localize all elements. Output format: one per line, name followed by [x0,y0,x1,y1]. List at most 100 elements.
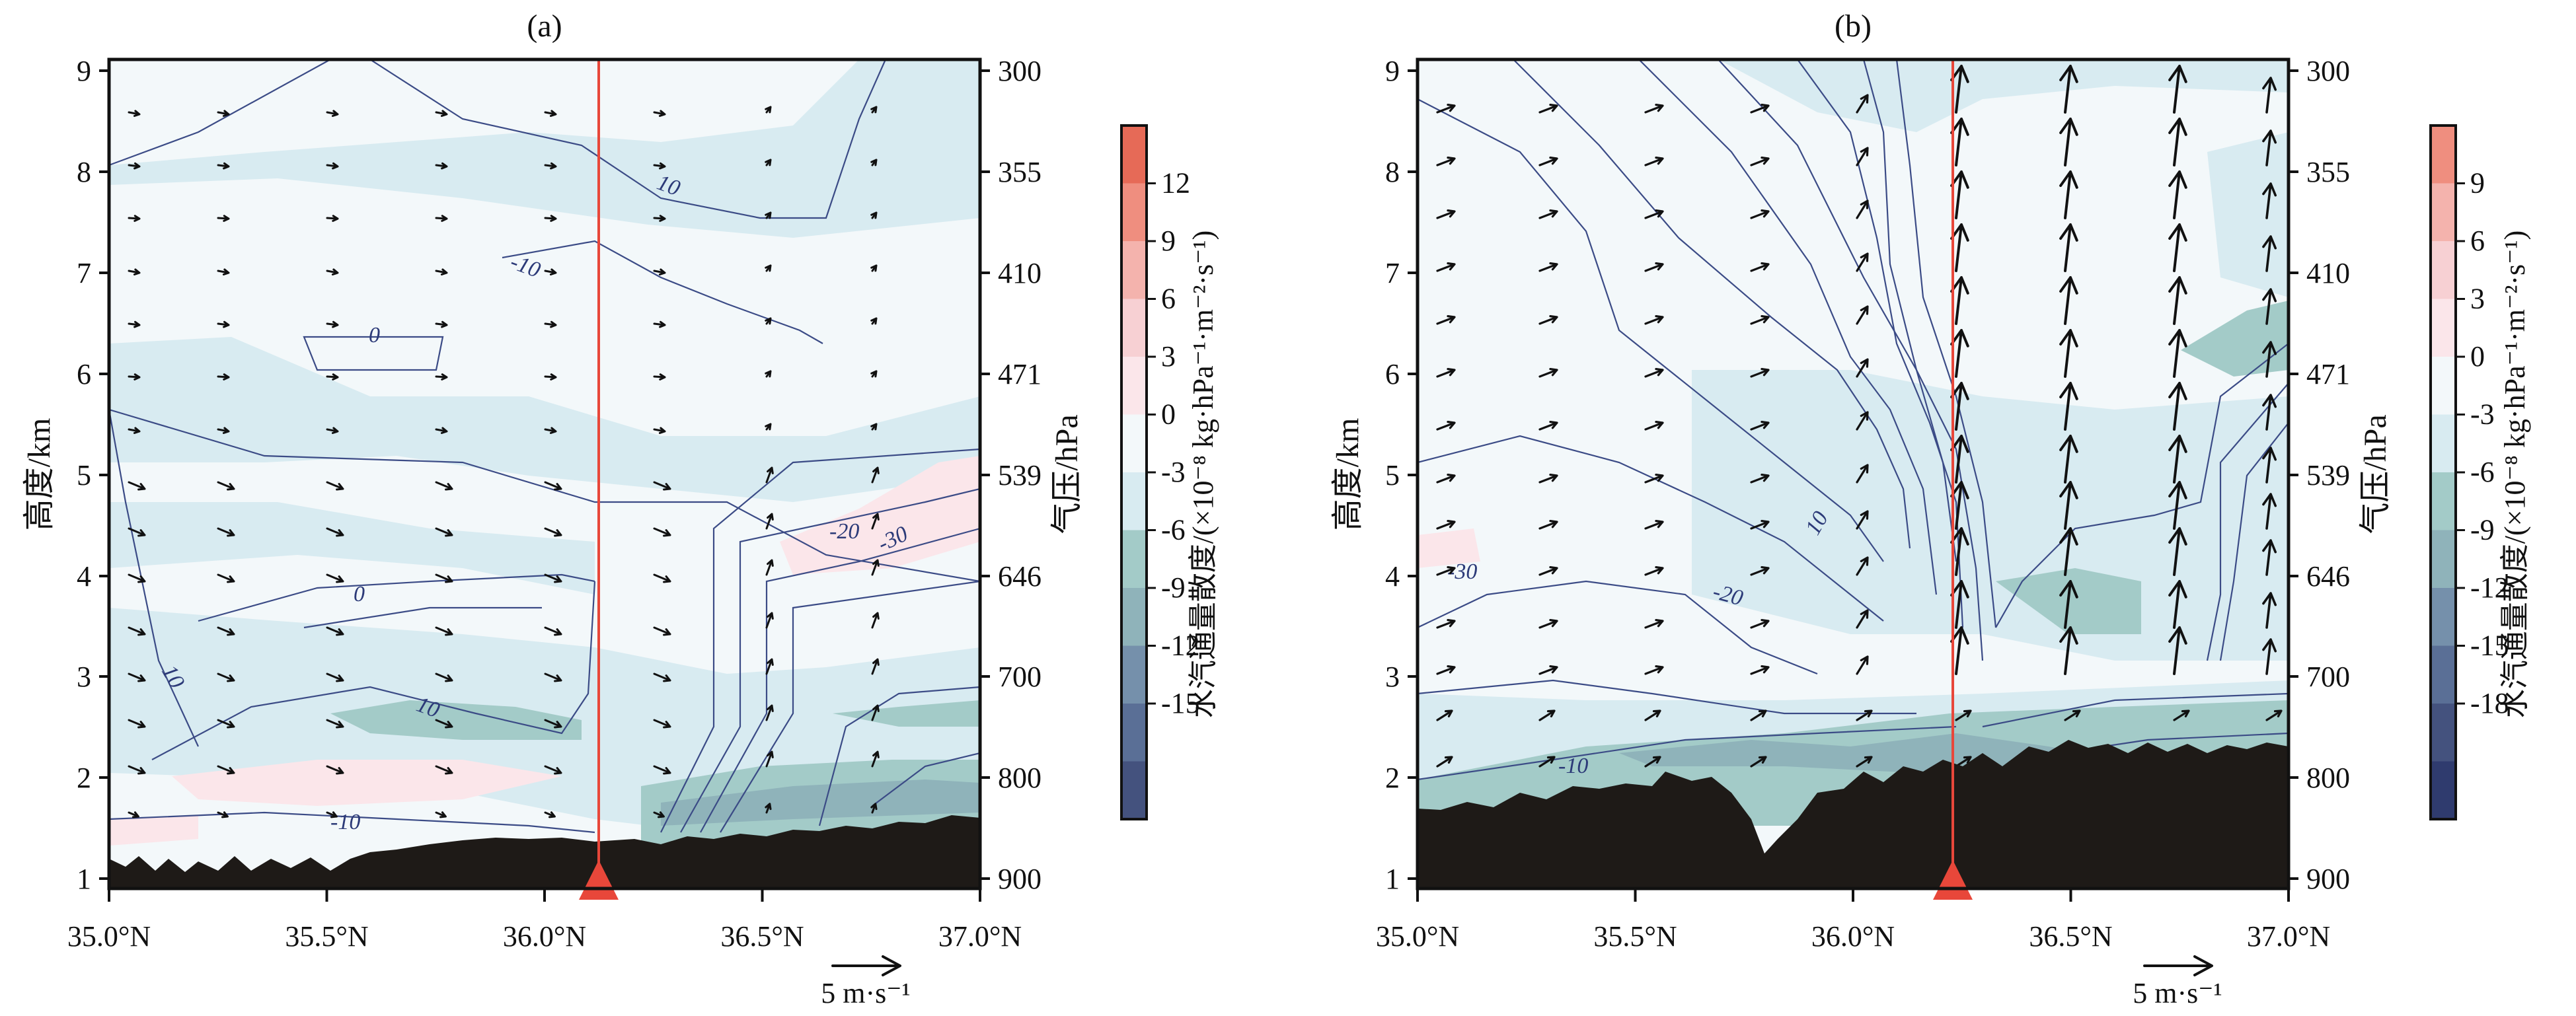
panel-a: (a) [22,9,1219,1009]
colorbar-segment [2431,357,2456,415]
wind-arrow [1436,421,1456,431]
wind-arrow [217,527,235,537]
x-tick-label: 35.0°N [67,920,151,953]
wind-scale-label: 5 m·s⁻¹ [821,977,910,1009]
colorbar-segment [2431,704,2456,762]
y2-tick-label: 355 [2306,156,2350,188]
wind-arrow [1950,276,1969,325]
wind-arrow [544,373,557,381]
x-tick-label: 37.0°N [2247,920,2330,953]
wind-arrow [1750,520,1770,530]
wind-arrow [653,162,666,170]
contour-line [1418,725,1957,781]
wind-scale-arrowhead [2193,955,2213,976]
colorbar-segment [1121,761,1147,819]
panel-b-y-axis: 1 2 3 4 5 6 7 8 9 高度/km [1330,55,1418,895]
colorbar-tick-label: 6 [2470,225,2485,257]
wind-arrow [765,658,774,675]
wind-arrow [871,612,880,629]
panel-a-y2label: 气压/hPa [1049,414,1084,534]
contour-line [303,336,444,371]
contour-line [109,408,980,583]
wind-arrow [1750,209,1770,219]
wind-arrow [1950,223,1969,272]
wind-arrow [1856,305,1869,325]
wind-arrow [1644,104,1664,114]
wind-arrow [1538,157,1558,166]
wind-arrow [2059,626,2078,675]
wind-arrow [217,672,235,682]
wind-arrow [435,427,448,434]
colorbar-tick-label: -15 [2470,630,2509,662]
wind-arrow [1750,566,1770,576]
panel-a-wind-vectors [128,106,880,818]
wind-arrow [653,573,671,583]
wind-arrow [544,481,562,491]
wind-arrow [2173,709,2190,721]
wind-arrow [653,481,671,491]
wind-arrow [1644,709,1661,721]
wind-arrow [2059,118,2078,166]
contour-line [1418,580,1818,675]
wind-arrow [2168,170,2187,219]
colorbar-tick-label: -18 [2470,687,2509,719]
colorbar-tick-label: 0 [1161,398,1176,431]
wind-arrow [870,317,878,325]
wind-arrow [1856,756,1873,768]
panel-a-y2-axis: 900 800 700 646 539 471 410 355 300 气压/h… [980,55,1084,895]
wind-arrow [544,626,562,636]
wind-arrow [2059,223,2078,272]
wind-arrow [435,162,448,170]
wind-arrow [128,162,141,170]
wind-arrow [1950,118,1969,166]
panel-b-terrain [1418,740,2289,889]
wind-arrow [1750,619,1770,629]
colorbar-segment [1121,357,1147,415]
y2-tick-label: 646 [2306,560,2350,593]
wind-arrow [2168,329,2187,378]
wind-arrow [1538,315,1558,325]
colorbar-tick-label: -12 [2470,571,2509,604]
wind-arrow [2059,276,2078,325]
wind-arrow [765,370,772,378]
panel-b-ylabel: 高度/km [1330,418,1365,531]
wind-arrow [870,106,878,114]
colorbar-segment [1121,530,1147,588]
wind-arrow [1538,619,1558,629]
wind-arrow [2262,493,2277,530]
wind-arrow [765,704,774,721]
colorbar-tick-label: 6 [1161,283,1176,315]
panel-b-band-light [1418,59,2289,132]
wind-arrow [128,320,141,328]
contour-line [872,752,980,807]
wind-arrow [1856,200,1869,219]
wind-arrow [435,527,453,537]
wind-arrow [765,211,772,219]
wind-arrow [128,427,141,434]
colorbar-segment [2431,126,2456,184]
wind-arrow [1950,481,1969,530]
wind-arrow [326,110,339,117]
wind-arrow [217,573,235,583]
panel-a-colorbar-label: 水汽通量散度/(×10⁻⁸ kg·hPa⁻¹·m⁻²·s⁻¹) [1187,231,1219,718]
y-tick-label: 6 [1385,358,1400,390]
colorbar-segment [1121,472,1147,530]
wind-arrow [2059,435,2078,484]
wind-arrow [544,765,562,775]
wind-arrow [128,527,146,537]
panel-a-contours [109,59,980,834]
wind-arrow [1538,709,1556,721]
wind-arrow [1950,170,1969,219]
wind-arrow [2168,580,2187,629]
wind-arrow [1955,709,1972,721]
wind-arrow [1750,157,1770,166]
y-tick-label: 3 [77,661,91,693]
panel-a-colorbar: 12 9 6 3 0 -3 -6 -9 -12 -15 [1120,124,1200,820]
panel-b-x-axis: 35.0°N 35.5°N 36.0°N 36.5°N 37.0°N [1376,889,2330,953]
wind-arrow [1856,147,1869,166]
colorbar-tick-label: 3 [1161,340,1176,373]
panel-b-colorbar: 9 6 3 0 -3 -6 -9 -12 -15 -18 [2429,124,2509,820]
wind-arrow [217,811,229,818]
wind-arrow [217,215,230,222]
y2-tick-label: 410 [998,257,1042,289]
